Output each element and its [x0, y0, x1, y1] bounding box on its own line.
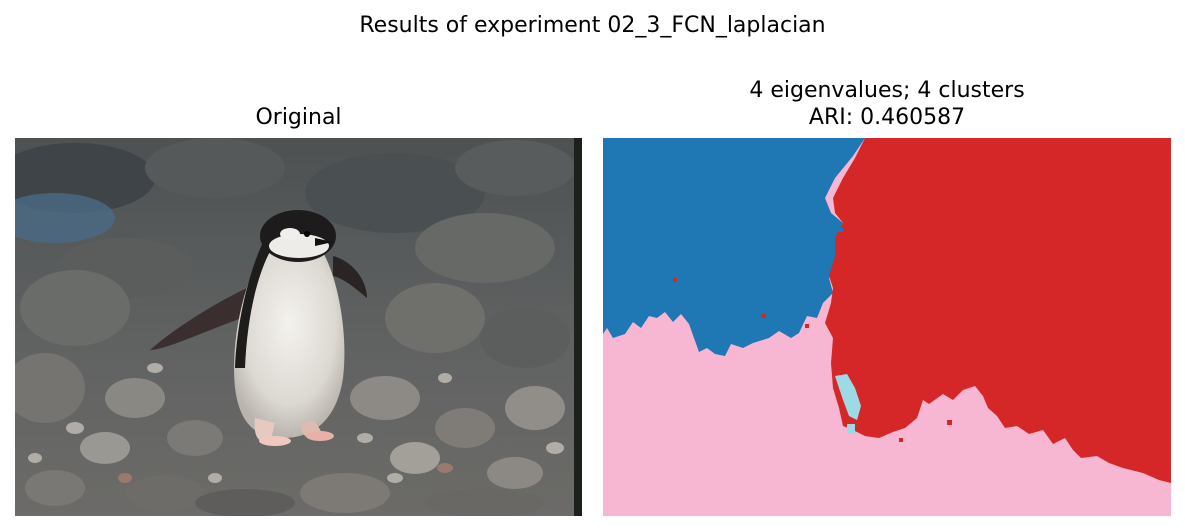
segmentation-title-line-2: ARI: 0.460587	[808, 105, 966, 130]
penguin	[150, 210, 367, 446]
segmentation-map	[603, 138, 1171, 516]
cluster-map	[603, 138, 1171, 516]
cluster-blue-region	[603, 138, 865, 356]
original-image	[15, 138, 582, 516]
segmentation-panel-title: 4 eigenvalues; 4 clusters ARI: 0.460587	[603, 77, 1171, 131]
figure-title: Results of experiment 02_3_FCN_laplacian	[359, 13, 826, 38]
cluster-red-region	[825, 138, 1171, 483]
cluster-lightblue-region	[835, 374, 861, 420]
segmentation-title-line-1: 4 eigenvalues; 4 clusters	[749, 78, 1025, 103]
original-panel-title: Original	[255, 105, 342, 130]
penguin-photo	[15, 138, 582, 516]
